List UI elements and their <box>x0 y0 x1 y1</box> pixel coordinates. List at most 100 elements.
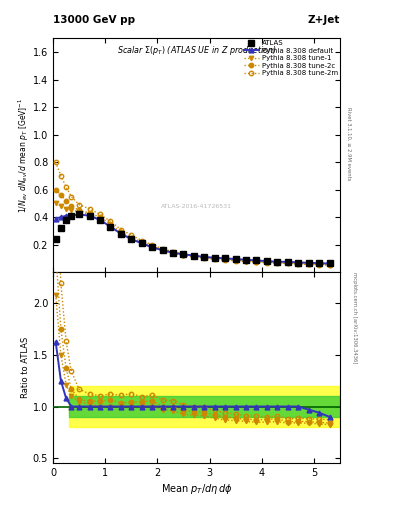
Pythia 8.308 tune-2m <box>317 261 321 267</box>
Pythia 8.308 default <box>129 236 134 242</box>
Pythia 8.308 tune-2c <box>244 258 248 264</box>
Line: Pythia 8.308 tune-1: Pythia 8.308 tune-1 <box>53 201 332 267</box>
Pythia 8.308 default <box>264 258 269 264</box>
Pythia 8.308 tune-2c <box>87 210 92 216</box>
Pythia 8.308 tune-1 <box>327 262 332 268</box>
Pythia 8.308 tune-1 <box>306 261 311 267</box>
Pythia 8.308 tune-1 <box>97 217 102 223</box>
Pythia 8.308 default <box>150 244 154 250</box>
Pythia 8.308 tune-1 <box>129 236 134 242</box>
Line: Pythia 8.308 default: Pythia 8.308 default <box>53 212 332 266</box>
Pythia 8.308 tune-1 <box>244 259 248 265</box>
Pythia 8.308 tune-2c <box>233 258 238 264</box>
Pythia 8.308 default <box>233 256 238 262</box>
Pythia 8.308 tune-1 <box>77 208 81 215</box>
Pythia 8.308 default <box>53 216 58 222</box>
Pythia 8.308 tune-2m <box>223 256 228 262</box>
Pythia 8.308 tune-2m <box>150 242 154 248</box>
Pythia 8.308 tune-1 <box>171 250 175 257</box>
Pythia 8.308 tune-1 <box>64 206 68 212</box>
Pythia 8.308 tune-2c <box>296 261 301 267</box>
Pythia 8.308 tune-2c <box>327 262 332 268</box>
Pythia 8.308 default <box>317 260 321 266</box>
Pythia 8.308 tune-2m <box>87 206 92 212</box>
Pythia 8.308 tune-2m <box>97 211 102 218</box>
Pythia 8.308 default <box>223 255 228 262</box>
Pythia 8.308 tune-1 <box>87 211 92 218</box>
Pythia 8.308 tune-2m <box>171 249 175 255</box>
Text: mcplots.cern.ch [arXiv:1306.3436]: mcplots.cern.ch [arXiv:1306.3436] <box>352 272 357 363</box>
Pythia 8.308 tune-2m <box>53 159 58 165</box>
Pythia 8.308 tune-2c <box>264 260 269 266</box>
Text: ATLAS-2016-41726531: ATLAS-2016-41726531 <box>161 204 232 209</box>
Pythia 8.308 default <box>306 260 311 266</box>
Pythia 8.308 tune-2c <box>306 261 311 267</box>
Y-axis label: Ratio to ATLAS: Ratio to ATLAS <box>21 337 30 398</box>
Pythia 8.308 default <box>87 212 92 219</box>
Pythia 8.308 tune-2c <box>53 186 58 193</box>
Pythia 8.308 default <box>59 214 63 220</box>
Pythia 8.308 default <box>69 212 73 219</box>
Pythia 8.308 tune-2c <box>285 260 290 266</box>
Pythia 8.308 default <box>160 247 165 253</box>
Pythia 8.308 tune-2m <box>244 258 248 264</box>
Pythia 8.308 tune-1 <box>119 230 123 237</box>
Pythia 8.308 default <box>64 212 68 219</box>
Pythia 8.308 tune-1 <box>150 244 154 250</box>
Pythia 8.308 tune-2c <box>108 221 113 227</box>
Pythia 8.308 tune-2c <box>212 256 217 262</box>
Pythia 8.308 tune-1 <box>69 207 73 214</box>
Text: Z+Jet: Z+Jet <box>308 14 340 25</box>
Pythia 8.308 tune-1 <box>53 200 58 206</box>
Pythia 8.308 tune-1 <box>275 260 280 266</box>
Pythia 8.308 default <box>254 258 259 264</box>
Pythia 8.308 tune-2c <box>191 253 196 260</box>
Pythia 8.308 tune-1 <box>285 261 290 267</box>
Pythia 8.308 tune-2m <box>212 255 217 261</box>
Pythia 8.308 tune-1 <box>212 257 217 263</box>
Pythia 8.308 tune-2m <box>129 232 134 238</box>
Pythia 8.308 default <box>202 254 207 260</box>
Pythia 8.308 tune-2c <box>129 234 134 241</box>
Pythia 8.308 default <box>97 217 102 223</box>
Pythia 8.308 tune-2c <box>317 262 321 268</box>
Pythia 8.308 default <box>77 211 81 218</box>
Pythia 8.308 tune-2m <box>275 260 280 266</box>
Pythia 8.308 tune-2m <box>306 261 311 267</box>
Pythia 8.308 tune-2m <box>285 260 290 266</box>
Pythia 8.308 default <box>275 259 280 265</box>
Pythia 8.308 default <box>181 251 186 258</box>
Pythia 8.308 tune-2c <box>171 250 175 256</box>
Pythia 8.308 default <box>119 230 123 237</box>
Y-axis label: $1/N_{ev}$ $dN_{ev}/d$ mean $p_T$ $[\mathrm{GeV}]^{-1}$: $1/N_{ev}$ $dN_{ev}/d$ mean $p_T$ $[\mat… <box>17 98 31 213</box>
Pythia 8.308 tune-1 <box>264 260 269 266</box>
Pythia 8.308 tune-1 <box>160 248 165 254</box>
Pythia 8.308 tune-2c <box>119 229 123 236</box>
Pythia 8.308 default <box>244 257 248 263</box>
Bar <box>69 396 340 417</box>
Pythia 8.308 tune-2m <box>59 173 63 179</box>
Pythia 8.308 tune-1 <box>59 203 63 209</box>
Pythia 8.308 tune-2c <box>223 257 228 263</box>
Pythia 8.308 default <box>285 259 290 265</box>
Text: 13000 GeV pp: 13000 GeV pp <box>53 14 135 25</box>
Pythia 8.308 tune-2m <box>202 254 207 260</box>
X-axis label: Mean $p_T/d\eta\,d\phi$: Mean $p_T/d\eta\,d\phi$ <box>161 482 232 497</box>
Line: Pythia 8.308 tune-2m: Pythia 8.308 tune-2m <box>53 160 332 267</box>
Pythia 8.308 tune-2c <box>59 192 63 198</box>
Pythia 8.308 tune-2c <box>140 239 144 245</box>
Pythia 8.308 tune-2c <box>181 252 186 258</box>
Text: Rivet 3.1.10, ≥ 2.9M events: Rivet 3.1.10, ≥ 2.9M events <box>347 106 352 180</box>
Pythia 8.308 tune-2m <box>69 194 73 200</box>
Pythia 8.308 default <box>140 240 144 246</box>
Pythia 8.308 tune-1 <box>223 257 228 263</box>
Bar <box>69 386 340 427</box>
Pythia 8.308 tune-2c <box>77 207 81 214</box>
Pythia 8.308 tune-2m <box>64 184 68 190</box>
Pythia 8.308 tune-1 <box>296 261 301 267</box>
Text: Scalar $\Sigma(p_T)$ (ATLAS UE in Z production): Scalar $\Sigma(p_T)$ (ATLAS UE in Z prod… <box>117 44 276 57</box>
Pythia 8.308 default <box>108 224 113 230</box>
Pythia 8.308 tune-2m <box>264 259 269 265</box>
Pythia 8.308 tune-2m <box>191 252 196 259</box>
Pythia 8.308 tune-2m <box>327 262 332 268</box>
